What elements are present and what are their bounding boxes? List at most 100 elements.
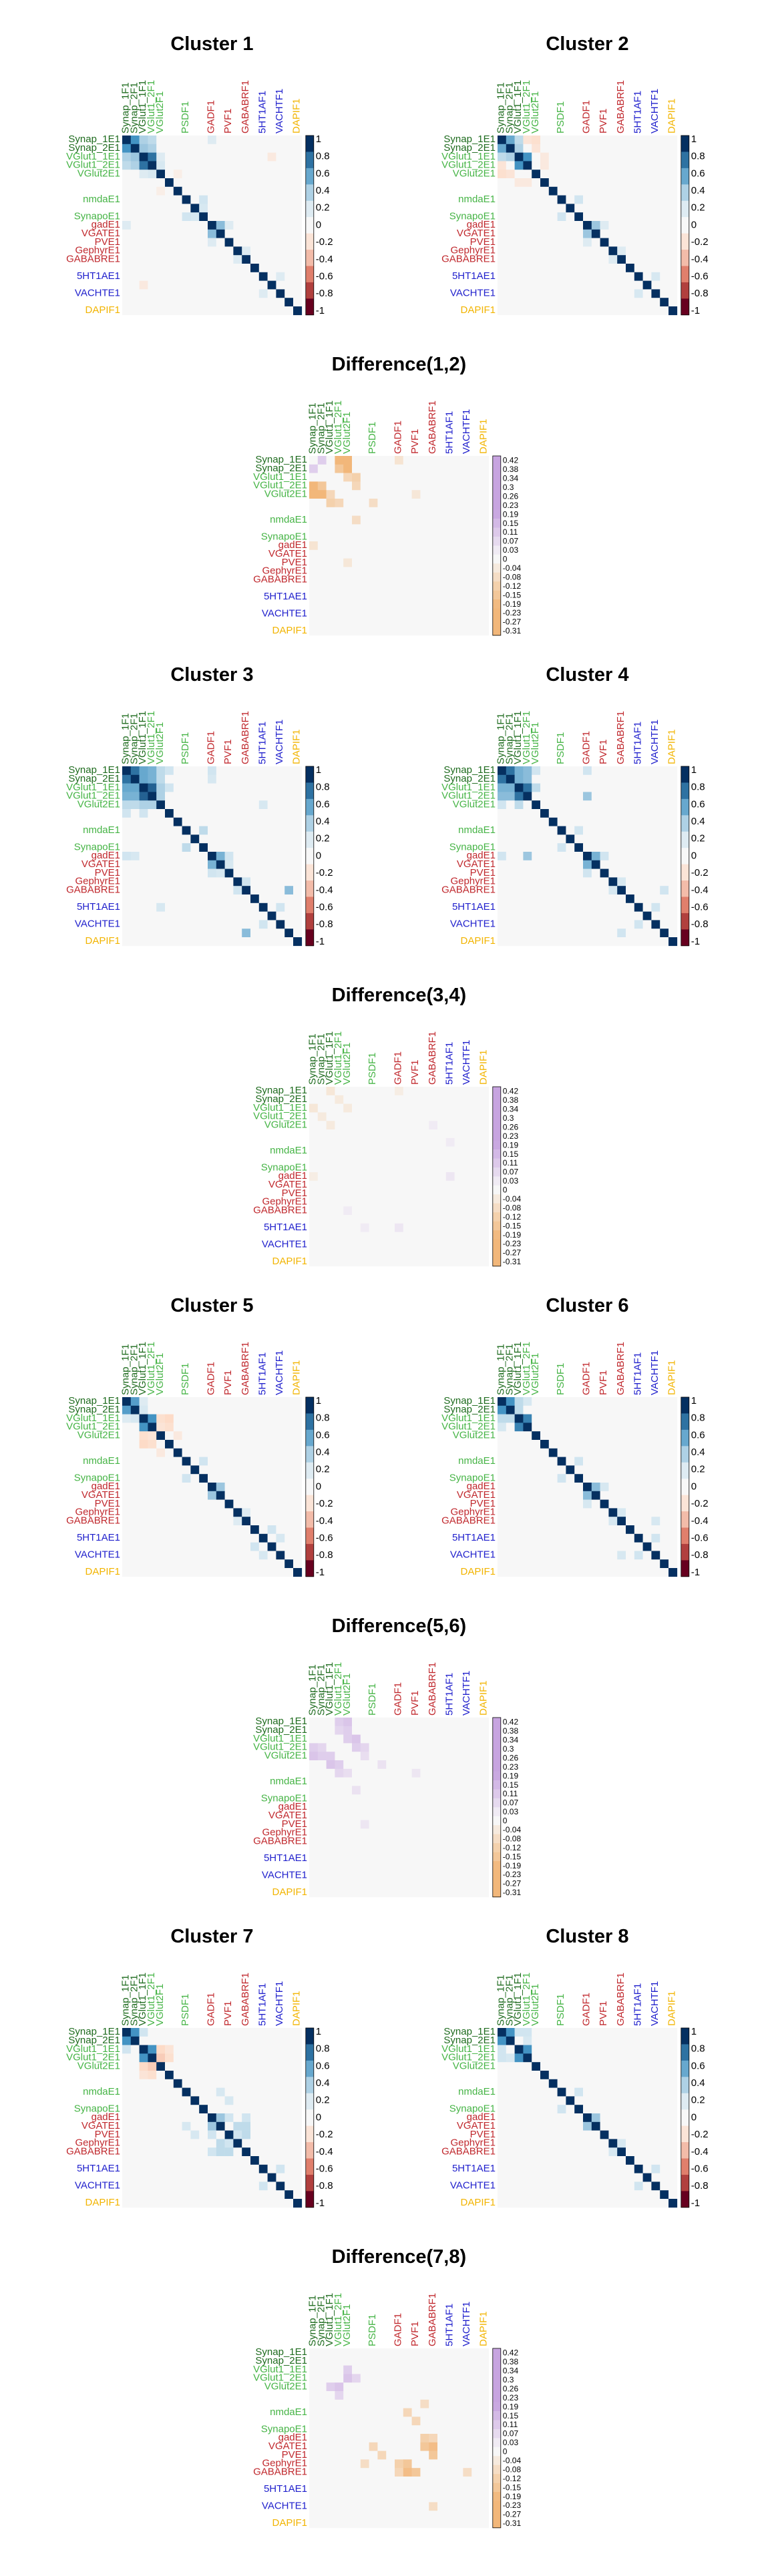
heatmap-cell bbox=[395, 1223, 404, 1232]
heatmap-cell bbox=[242, 792, 251, 801]
heatmap-cell bbox=[208, 2181, 217, 2191]
heatmap-cell bbox=[267, 2045, 276, 2054]
heatmap-cell bbox=[360, 541, 369, 551]
colorbar-segment bbox=[305, 217, 314, 234]
heatmap-cell bbox=[250, 1508, 260, 1517]
heatmap-cell bbox=[156, 298, 166, 307]
heatmap-cell bbox=[199, 170, 208, 179]
heatmap-cell bbox=[498, 826, 507, 835]
heatmap-cell bbox=[317, 1146, 327, 1155]
heatmap-cell bbox=[148, 2062, 157, 2071]
heatmap-cell bbox=[276, 2139, 285, 2148]
heatmap-cell bbox=[224, 2028, 234, 2037]
heatmap-cell bbox=[276, 2096, 285, 2105]
heatmap-cell bbox=[429, 1820, 438, 1829]
heatmap-cell bbox=[617, 1499, 626, 1509]
heatmap-cell bbox=[411, 541, 421, 551]
heatmap-cell bbox=[437, 1129, 447, 1139]
heatmap-cell bbox=[258, 2045, 268, 2054]
colorbar-tick-label: 0.15 bbox=[503, 519, 519, 528]
heatmap-cell bbox=[669, 306, 678, 316]
heatmap-cell bbox=[471, 1172, 481, 1182]
heatmap-cell bbox=[369, 1734, 378, 1744]
heatmap-cell bbox=[480, 1206, 490, 1216]
heatmap-cell bbox=[548, 1551, 558, 1560]
heatmap-cell bbox=[130, 1440, 140, 1449]
heatmap-cell bbox=[395, 618, 404, 627]
heatmap-cell bbox=[165, 2130, 174, 2139]
heatmap-cell bbox=[669, 1542, 678, 1551]
heatmap-cell bbox=[540, 264, 550, 273]
heatmap-cell bbox=[445, 1888, 455, 1898]
heatmap-cell bbox=[437, 1087, 447, 1096]
heatmap-cell bbox=[360, 1794, 369, 1804]
row-label: 5HT1AE1 bbox=[452, 270, 496, 282]
heatmap-cell bbox=[258, 800, 268, 810]
colorbar-segment bbox=[492, 519, 501, 528]
heatmap-cell bbox=[660, 877, 669, 886]
heatmap-cell bbox=[250, 868, 260, 878]
heatmap-cell bbox=[208, 920, 217, 929]
heatmap-cell bbox=[651, 1397, 660, 1406]
row-label: gadE1 bbox=[467, 850, 496, 861]
heatmap-cell bbox=[566, 229, 575, 238]
col-label: VGlut2F1 bbox=[154, 1984, 166, 2026]
heatmap-cell bbox=[122, 186, 132, 196]
heatmap-cell bbox=[445, 1206, 455, 1216]
heatmap-cell bbox=[411, 1846, 421, 1855]
heatmap-cell bbox=[600, 1448, 609, 1457]
heatmap-cell bbox=[386, 515, 395, 525]
heatmap-cell bbox=[148, 2164, 157, 2173]
heatmap-cell bbox=[600, 170, 609, 179]
heatmap-cell bbox=[506, 903, 515, 912]
col-label: 5HT1AF1 bbox=[256, 722, 268, 764]
heatmap-cell bbox=[130, 2121, 140, 2131]
heatmap-cell bbox=[242, 1431, 251, 1441]
heatmap-cell bbox=[122, 2079, 132, 2088]
heatmap-cell bbox=[395, 515, 404, 525]
heatmap-cell bbox=[285, 868, 294, 878]
row-label: nmdaE1 bbox=[270, 514, 307, 525]
heatmap-cell bbox=[165, 774, 174, 784]
heatmap-cell bbox=[250, 2139, 260, 2148]
heatmap-cell bbox=[343, 473, 353, 482]
col-label: VGlut2F1 bbox=[154, 1353, 166, 1395]
heatmap-cell bbox=[480, 1137, 490, 1147]
heatmap-cell bbox=[199, 937, 208, 947]
heatmap-cell bbox=[148, 1551, 157, 1560]
heatmap-cell bbox=[317, 618, 327, 627]
heatmap-cell bbox=[386, 1726, 395, 1735]
heatmap-cell bbox=[548, 178, 558, 188]
colorbar-tick-label: 0.38 bbox=[503, 1726, 519, 1736]
heatmap-cell bbox=[669, 868, 678, 878]
heatmap-cell bbox=[411, 1215, 421, 1224]
heatmap-cell bbox=[523, 766, 532, 776]
heatmap-cell bbox=[190, 1465, 200, 1475]
heatmap-cell bbox=[173, 1465, 182, 1475]
heatmap-cell bbox=[540, 809, 550, 818]
heatmap-cell bbox=[276, 204, 285, 213]
heatmap-cell bbox=[199, 1551, 208, 1560]
heatmap-cell bbox=[395, 1760, 404, 1770]
heatmap-cell bbox=[411, 1828, 421, 1838]
heatmap-cell bbox=[429, 1871, 438, 1880]
heatmap-cell bbox=[411, 1137, 421, 1147]
heatmap-cell bbox=[634, 1423, 643, 1432]
heatmap-cell bbox=[352, 1198, 361, 1207]
heatmap-cell bbox=[190, 1568, 200, 1577]
heatmap-cell bbox=[583, 886, 592, 895]
heatmap-cell bbox=[343, 1258, 353, 1267]
heatmap-cell bbox=[634, 886, 643, 895]
heatmap-cell bbox=[173, 1397, 182, 1406]
heatmap-cell bbox=[583, 272, 592, 281]
heatmap-cell bbox=[216, 298, 225, 307]
heatmap-cell bbox=[267, 272, 276, 281]
heatmap-cell bbox=[403, 1206, 412, 1216]
heatmap-cell bbox=[258, 1483, 268, 1492]
heatmap-cell bbox=[583, 783, 592, 792]
heatmap-cell bbox=[651, 937, 660, 947]
heatmap-cell bbox=[514, 255, 524, 264]
heatmap-cell bbox=[250, 1483, 260, 1492]
colorbar-segment bbox=[305, 831, 314, 848]
heatmap-cell bbox=[182, 170, 191, 179]
